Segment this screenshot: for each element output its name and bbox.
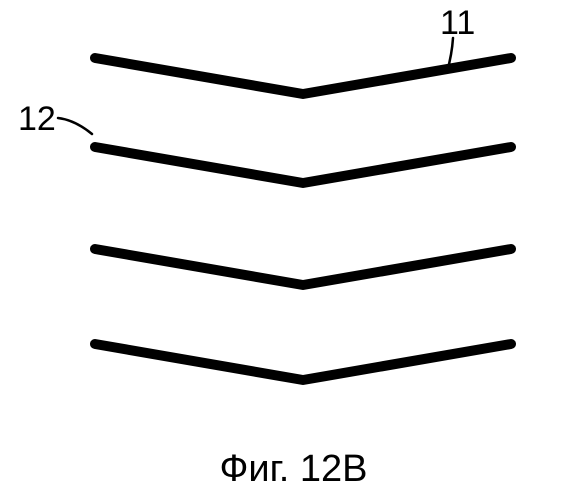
figure-caption: Фиг. 12B	[0, 448, 587, 491]
chevron-line-2	[95, 147, 511, 183]
label-text-12: 12	[18, 100, 56, 138]
figure-12b: 11 12 Фиг. 12B	[0, 0, 587, 500]
chevron-line-4	[95, 344, 511, 380]
diagram-svg: 11 12	[0, 0, 587, 500]
label-leader-12	[58, 118, 92, 134]
chevron-line-3	[95, 249, 511, 285]
label-text-11: 11	[440, 4, 475, 42]
